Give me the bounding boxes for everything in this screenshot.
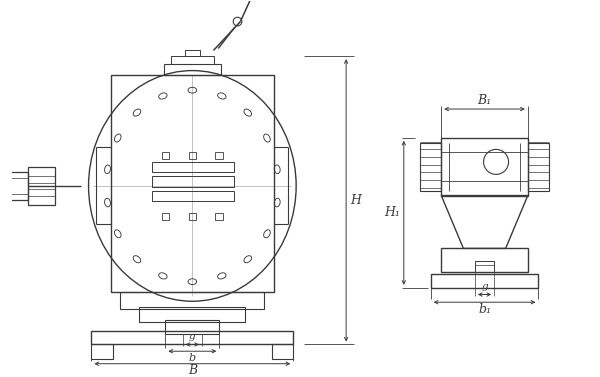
Bar <box>139 307 245 322</box>
Text: b₁: b₁ <box>478 303 491 316</box>
Text: g: g <box>481 282 488 291</box>
Bar <box>161 152 169 159</box>
Bar <box>152 176 233 187</box>
Bar <box>164 64 221 75</box>
Bar <box>420 143 441 191</box>
Bar <box>91 331 293 345</box>
Bar <box>188 213 196 219</box>
Text: H₁: H₁ <box>385 206 400 219</box>
Bar <box>152 191 233 201</box>
Bar <box>110 75 274 292</box>
Bar <box>185 51 200 56</box>
Text: H: H <box>350 194 361 207</box>
Bar <box>166 320 219 334</box>
Bar <box>272 343 293 359</box>
Bar <box>171 56 214 64</box>
Bar <box>152 162 233 172</box>
Bar <box>215 213 223 219</box>
Bar <box>161 213 169 219</box>
Bar <box>91 343 113 359</box>
Bar <box>28 167 55 205</box>
Text: b: b <box>189 353 196 363</box>
Bar <box>441 138 528 196</box>
Bar <box>188 152 196 159</box>
Text: B: B <box>188 364 197 377</box>
Bar <box>441 248 528 273</box>
Bar <box>215 152 223 159</box>
Bar <box>431 274 538 288</box>
Bar <box>0 175 2 198</box>
Text: g: g <box>189 332 196 341</box>
Bar <box>528 143 549 191</box>
Bar <box>1 172 28 200</box>
Bar <box>475 261 494 273</box>
Bar <box>120 292 265 309</box>
Text: B₁: B₁ <box>478 94 491 107</box>
